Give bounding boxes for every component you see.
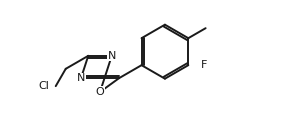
Text: F: F [201, 60, 208, 70]
Text: N: N [108, 51, 116, 61]
Text: N: N [77, 73, 85, 83]
Text: O: O [96, 87, 104, 97]
Text: Cl: Cl [39, 81, 50, 91]
